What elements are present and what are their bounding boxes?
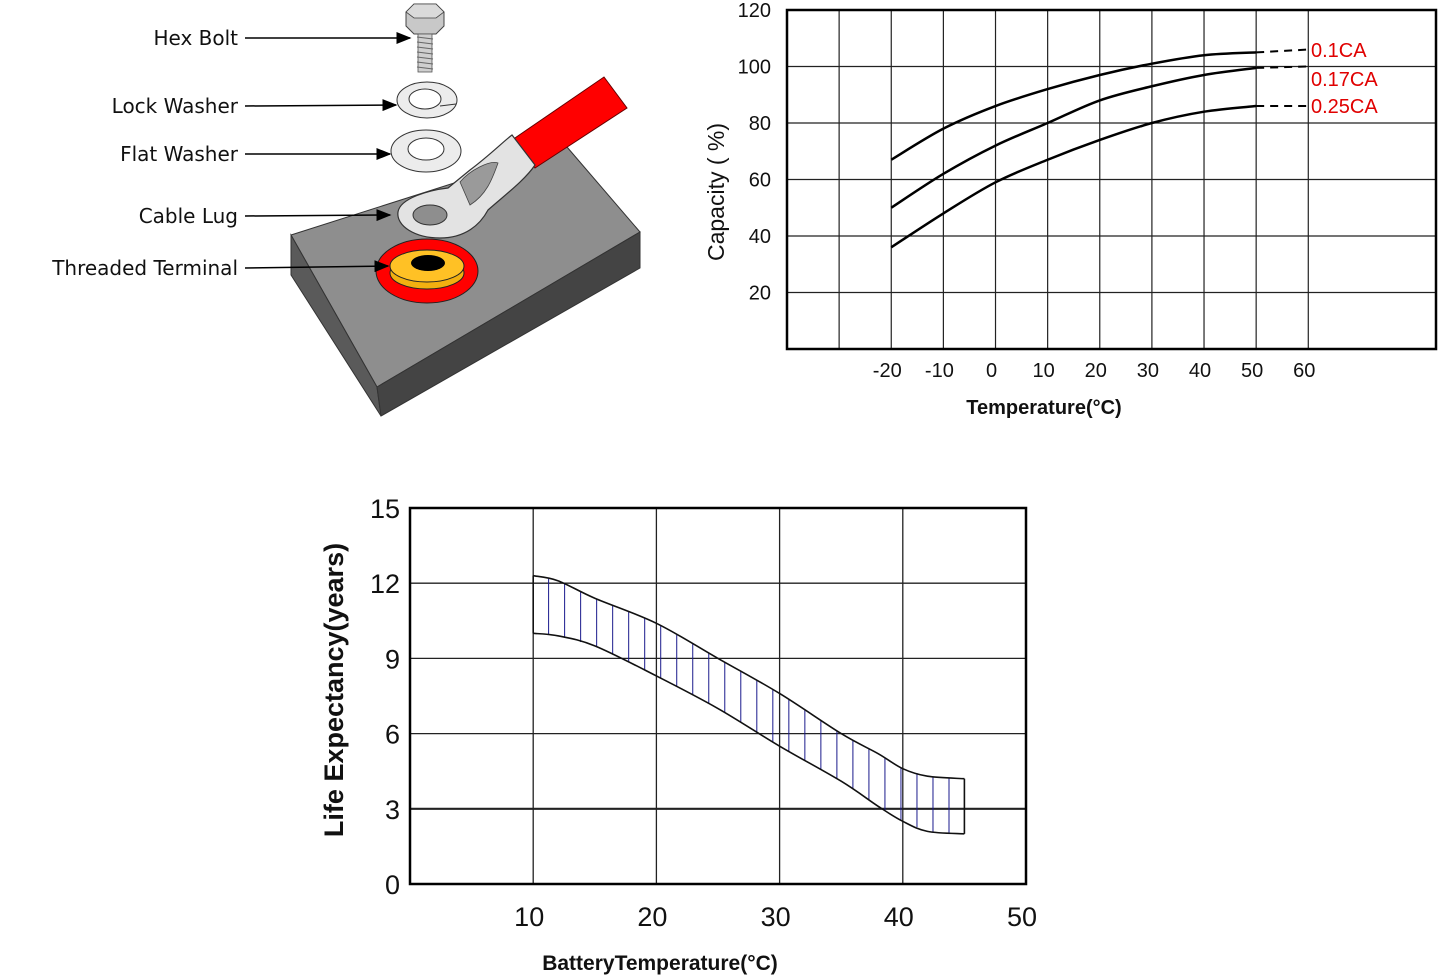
- series-extrapolation-0.17CA: [1256, 65, 1309, 69]
- y-tick-label: 20: [749, 283, 771, 305]
- y-tick-label: 60: [749, 170, 771, 192]
- hex-bolt-head-top: [405, 3, 445, 19]
- lug-barrel-shade: [459, 162, 499, 206]
- thread-line: [416, 61, 434, 65]
- arrow-lock-washer: [244, 99, 398, 112]
- series-line-0.17CA: [890, 66, 1257, 209]
- thread-line: [416, 41, 434, 45]
- thread-line: [416, 56, 434, 60]
- x-tick-label: -10: [925, 360, 954, 382]
- y-tick-label: 120: [738, 0, 771, 22]
- x-tick-label: -20: [873, 360, 902, 382]
- thread-line: [416, 46, 434, 50]
- y-tick-label: 9: [385, 644, 400, 674]
- plot-frame: [408, 506, 1028, 886]
- x-axis-title: BatteryTemperature(°C): [542, 952, 778, 975]
- x-tick-label: 0: [986, 360, 997, 382]
- hex-bolt-thread: [416, 33, 434, 73]
- y-tick-label: 3: [385, 795, 400, 825]
- series-extrapolation-0.1CA: [1256, 48, 1309, 54]
- x-tick-label: 30: [761, 902, 791, 932]
- x-tick-label: 40: [1189, 360, 1211, 382]
- y-axis-title: Capacity ( %): [703, 123, 729, 261]
- label-threaded-terminal: Threaded Terminal: [51, 256, 238, 280]
- y-tick-label: 15: [370, 494, 400, 524]
- y-tick-label: 12: [370, 569, 400, 599]
- lock-washer-split: [439, 103, 457, 107]
- label-cable-lug: Cable Lug: [139, 204, 238, 228]
- y-tick-label: 0: [385, 870, 400, 900]
- battery-block-side-front: [376, 231, 641, 417]
- arrow-cable-lug: [244, 209, 392, 222]
- flat-washer-hole: [407, 137, 445, 161]
- arrow-threaded-terminal: [244, 260, 390, 273]
- x-tick-label: 20: [1085, 360, 1107, 382]
- label-lock-washer: Lock Washer: [112, 94, 239, 118]
- x-tick-label: 20: [637, 902, 667, 932]
- series-line-0.25CA: [890, 104, 1257, 249]
- thread-line: [416, 51, 434, 55]
- x-tick-label: 60: [1293, 360, 1315, 382]
- lug-hole: [412, 204, 448, 226]
- label-flat-washer: Flat Washer: [120, 142, 239, 166]
- series-label: 0.17CA: [1311, 69, 1378, 91]
- plot-frame: [785, 8, 1438, 351]
- x-tick-label: 50: [1241, 360, 1263, 382]
- y-tick-label: 80: [749, 113, 771, 135]
- x-axis-title: Temperature(°C): [966, 397, 1121, 419]
- band-lower-boundary: [533, 632, 965, 835]
- x-tick-label: 10: [514, 902, 544, 932]
- series-label: 0.1CA: [1311, 40, 1367, 62]
- lock-washer-hole: [408, 88, 442, 110]
- label-hex-bolt: Hex Bolt: [153, 26, 238, 50]
- y-tick-label: 6: [385, 720, 400, 750]
- x-tick-label: 30: [1137, 360, 1159, 382]
- x-tick-label: 10: [1033, 360, 1055, 382]
- series-label: 0.25CA: [1311, 96, 1378, 118]
- band-upper-boundary: [533, 574, 965, 780]
- thread-line: [416, 66, 434, 70]
- y-tick-label: 40: [749, 226, 771, 248]
- x-tick-label: 40: [884, 902, 914, 932]
- y-tick-label: 100: [738, 57, 771, 79]
- x-tick-label: 50: [1007, 902, 1037, 932]
- terminal-hole: [411, 255, 445, 271]
- y-axis-title: Life Expectancy(years): [319, 543, 349, 837]
- thread-line: [416, 36, 434, 40]
- terminal-assembly-diagram: Hex Bolt Lock Washer Flat Washer Cable L…: [51, 3, 641, 417]
- series-line-0.1CA: [890, 51, 1257, 161]
